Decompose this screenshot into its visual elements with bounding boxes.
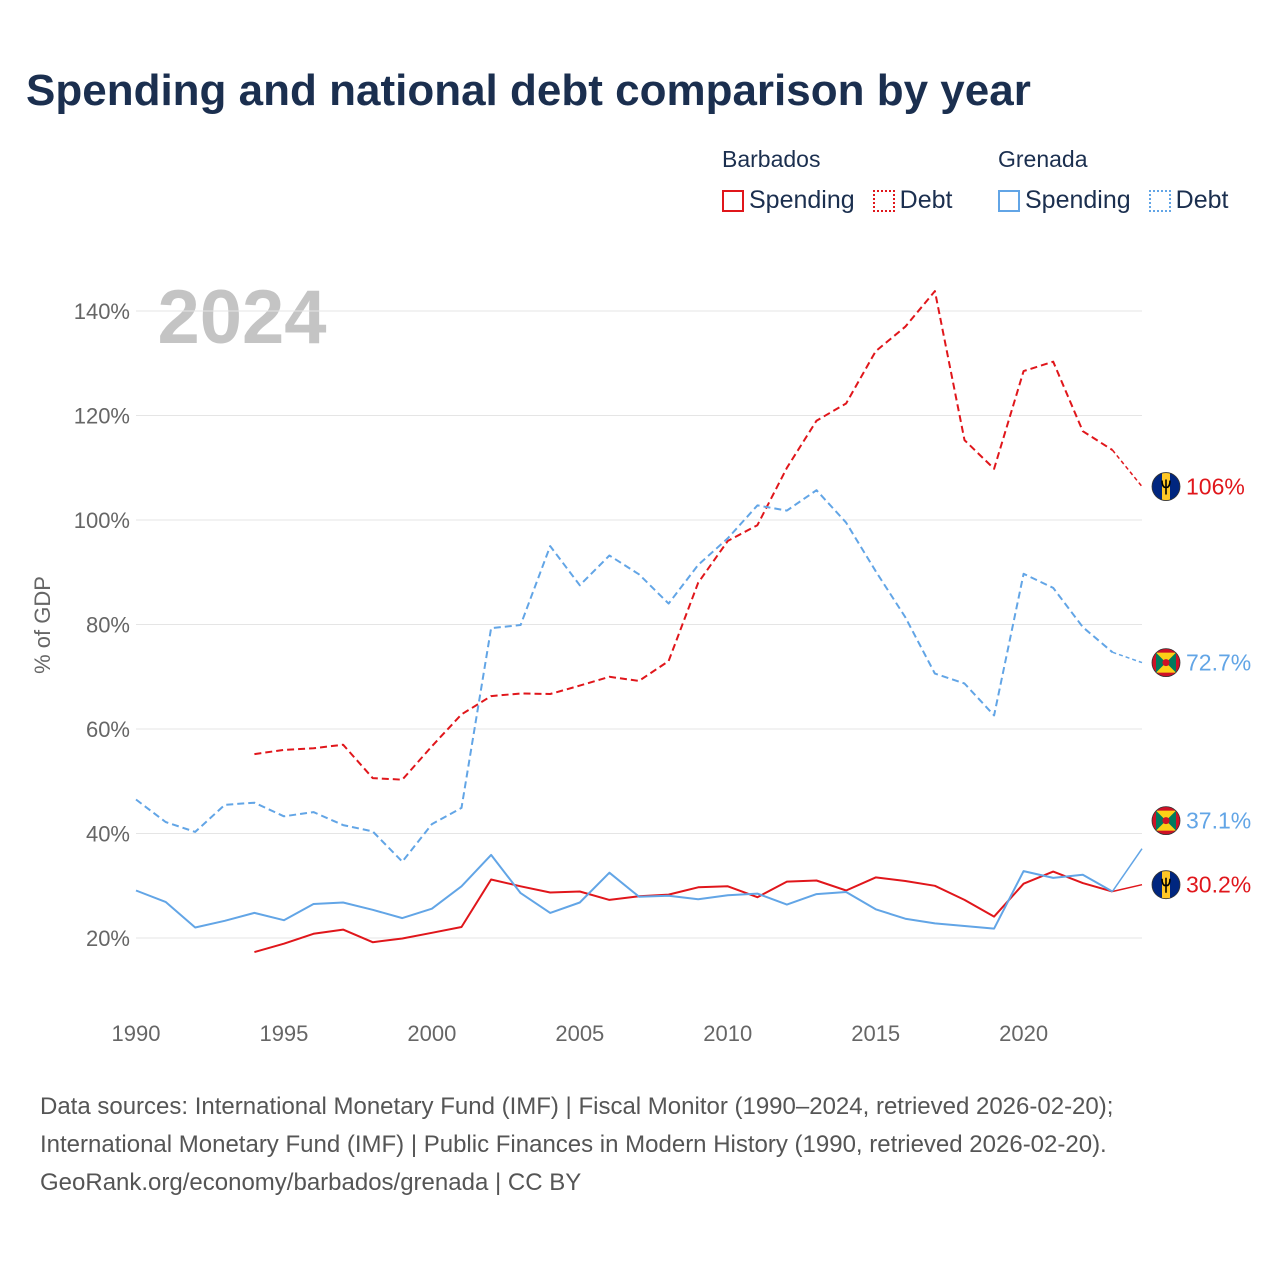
series-layer <box>135 290 1143 954</box>
grenada-debt-line[interactable] <box>135 489 1114 863</box>
barbados-flag-icon <box>1151 472 1181 501</box>
footer-credit-line: GeoRank.org/economy/barbados/grenada | C… <box>40 1169 582 1196</box>
legend-item-grenada-debt[interactable]: Debt <box>1148 186 1229 215</box>
grid-layer <box>136 310 1142 939</box>
end-label-layer: 106% 72.7% 30.2% 37.1% <box>1151 472 1251 900</box>
y-tick-label: 40% <box>86 822 130 847</box>
y-axis-label: % of GDP <box>30 576 55 674</box>
y-tick-label: 20% <box>86 926 130 951</box>
axis-layer: 20% 40% 60% 80% 100% 120% 140% 1990 1995 2000 2005… <box>74 299 1048 1046</box>
footer: Data sources: International Monetary Fun… <box>40 1088 1113 1202</box>
legend-country-grenada: Grenada <box>998 146 1088 172</box>
x-tick-label: 2005 <box>555 1021 604 1046</box>
footer-source-line-2: International Monetary Fund (IMF) | Publ… <box>40 1131 1107 1158</box>
footer-source-line-1: Data sources: International Monetary Fun… <box>40 1093 1114 1120</box>
barbados-spending-line[interactable] <box>254 870 1113 954</box>
barbados-spending-end-label: 30.2% <box>1186 872 1251 898</box>
legend-swatch-grenada-spending <box>998 189 1020 212</box>
legend-item-grenada-spending[interactable]: Spending <box>998 186 1131 215</box>
legend-swatch-barbados-spending <box>722 189 744 212</box>
barbados-debt-line[interactable] <box>254 290 1113 781</box>
year-watermark: 2024 <box>157 275 326 360</box>
grenada-spending-line[interactable] <box>135 853 1113 930</box>
legend-country-barbados: Barbados <box>722 146 821 172</box>
legend-item-barbados-spending[interactable]: Spending <box>722 186 855 215</box>
x-tick-label: 2015 <box>851 1021 900 1046</box>
legend-item-barbados-debt[interactable]: Debt <box>872 186 953 215</box>
barbados-debt-final-segment <box>1111 449 1143 488</box>
grenada-spending-final-segment <box>1111 848 1143 892</box>
x-tick-label: 2010 <box>703 1021 752 1046</box>
x-tick-label: 2020 <box>999 1021 1048 1046</box>
barbados-debt-end-label: 106% <box>1186 474 1245 500</box>
grenada-debt-final-segment <box>1112 651 1143 664</box>
chart-title: Spending and national debt comparison by… <box>26 66 1031 115</box>
legend-group-barbados: Barbados Spending Debt <box>722 144 952 214</box>
y-tick-label: 60% <box>86 717 130 742</box>
x-tick-label: 2000 <box>407 1021 456 1046</box>
legend-label-grenada-debt: Debt <box>1175 186 1229 214</box>
x-tick-label: 1995 <box>259 1021 308 1046</box>
barbados-spending-final-segment <box>1112 883 1143 893</box>
grenada-flag-icon <box>1151 806 1181 836</box>
grenada-flag-icon <box>1151 648 1181 678</box>
barbados-flag-icon <box>1151 870 1181 900</box>
legend-swatch-barbados-debt <box>872 189 895 212</box>
chart-canvas: 2024 20% 40% 60% 80% 100% 120% 140% 1990 1995 200… <box>30 275 1251 1046</box>
y-tick-label: 120% <box>74 404 130 429</box>
y-tick-label: 140% <box>74 299 130 324</box>
grenada-spending-end-label: 37.1% <box>1186 808 1251 834</box>
grenada-debt-end-label: 72.7% <box>1186 650 1251 676</box>
legend-swatch-grenada-debt <box>1148 189 1171 212</box>
y-tick-label: 80% <box>86 613 130 638</box>
legend-label-barbados-debt: Debt <box>899 186 953 214</box>
legend-label-barbados-spending: Spending <box>749 186 855 214</box>
legend-group-grenada: Grenada Spending Debt <box>998 144 1228 214</box>
legend-label-grenada-spending: Spending <box>1025 186 1131 214</box>
y-tick-label: 100% <box>74 508 130 533</box>
x-tick-label: 1990 <box>112 1021 161 1046</box>
